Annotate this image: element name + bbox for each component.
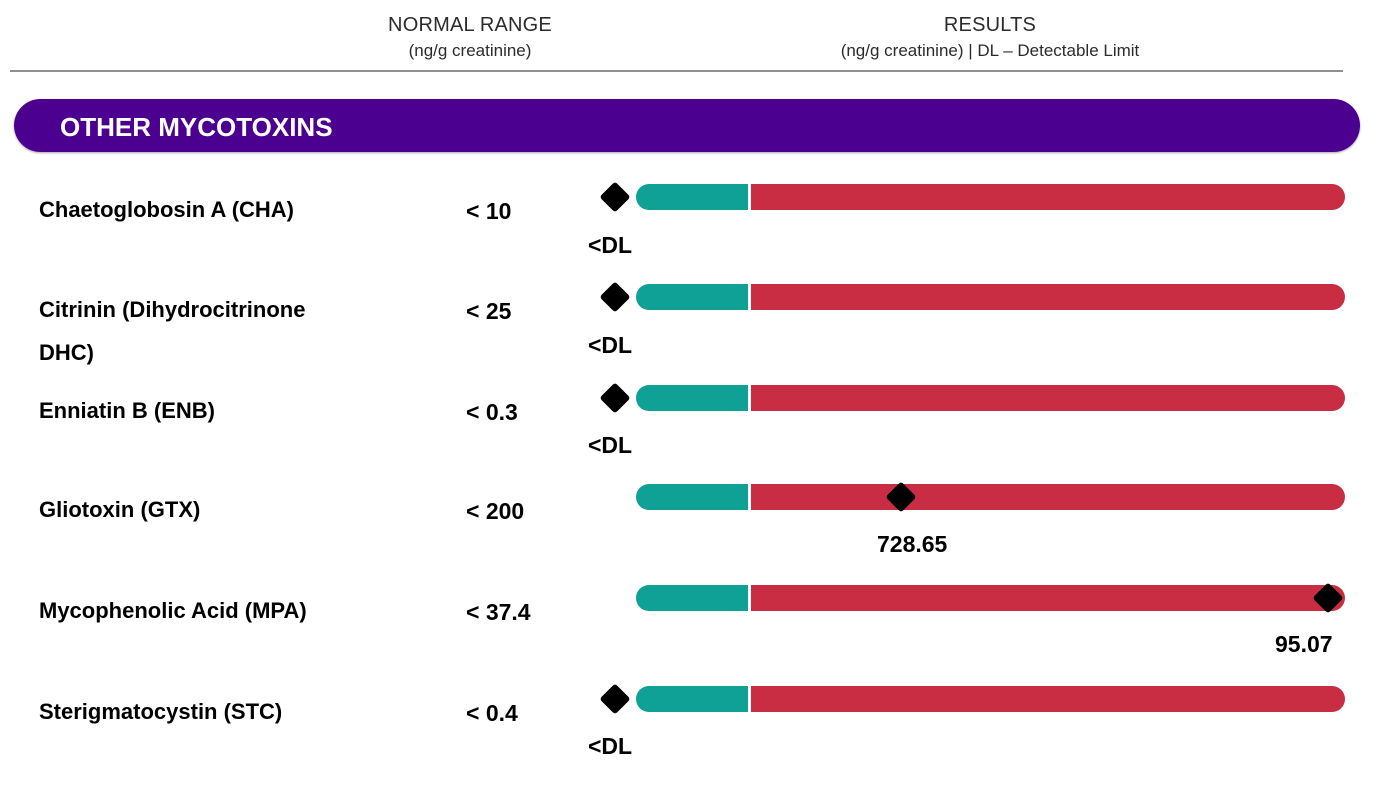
elevated-range-bar: [751, 284, 1345, 310]
result-value: 728.65: [877, 531, 948, 557]
result-value: <DL: [588, 432, 633, 458]
normal-range-title: NORMAL RANGE: [388, 14, 552, 36]
normal-range-value: < 0.4: [466, 700, 518, 726]
normal-range-value: < 200: [466, 498, 525, 524]
results-title: RESULTS: [943, 14, 1037, 36]
analyte-name: Mycophenolic Acid (MPA): [39, 598, 307, 623]
result-marker-diamond: [599, 683, 631, 715]
normal-range-bar: [636, 284, 748, 310]
analyte-name: Sterigmatocystin (STC): [39, 699, 283, 724]
table-row-mpa: Mycophenolic Acid (MPA) < 37.4 95.07: [0, 579, 1386, 679]
elevated-range-bar: [751, 184, 1345, 210]
result-value: <DL: [588, 733, 633, 759]
table-row-gtx: Gliotoxin (GTX) < 200 728.65: [0, 478, 1386, 578]
result-value: 95.07: [1275, 631, 1333, 657]
analyte-name: Enniatin B (ENB): [39, 398, 215, 423]
normal-range-bar: [636, 385, 748, 411]
normal-range-bar: [636, 484, 748, 510]
normal-range-value: < 10: [466, 198, 512, 224]
table-row-dhc: Citrinin (Dihydrocitrinone DHC) < 25 <DL: [0, 278, 1386, 378]
normal-range-header: NORMAL RANGE (ng/g creatinine): [320, 13, 620, 62]
results-unit: (ng/g creatinine) | DL – Detectable Limi…: [840, 41, 1140, 60]
normal-range-unit: (ng/g creatinine): [408, 41, 532, 60]
result-value: <DL: [588, 232, 633, 258]
normal-range-value: < 0.3: [466, 399, 518, 425]
header-divider: [10, 70, 1343, 72]
normal-range-bar: [636, 686, 748, 712]
section-banner: OTHER MYCOTOXINS: [14, 99, 1360, 152]
elevated-range-bar: [751, 385, 1345, 411]
section-title: OTHER MYCOTOXINS: [60, 112, 333, 142]
result-value: <DL: [588, 332, 633, 358]
analyte-name: Citrinin (Dihydrocitrinone DHC): [39, 297, 306, 365]
analyte-name: Chaetoglobosin A (CHA): [39, 197, 295, 222]
table-row-cha: Chaetoglobosin A (CHA) < 10 <DL: [0, 178, 1386, 278]
elevated-range-bar: [751, 585, 1345, 611]
analyte-name: Gliotoxin (GTX): [39, 497, 201, 522]
result-marker-diamond: [599, 281, 631, 313]
table-row-stc: Sterigmatocystin (STC) < 0.4 <DL: [0, 680, 1386, 780]
result-marker-diamond: [599, 181, 631, 213]
elevated-range-bar: [751, 686, 1345, 712]
normal-range-value: < 37.4: [466, 599, 531, 625]
result-marker-diamond: [599, 382, 631, 414]
table-row-enb: Enniatin B (ENB) < 0.3 <DL: [0, 379, 1386, 479]
elevated-range-bar: [751, 484, 1345, 510]
normal-range-value: < 25: [466, 298, 512, 324]
results-header: RESULTS (ng/g creatinine) | DL – Detecta…: [740, 13, 1240, 62]
normal-range-bar: [636, 184, 748, 210]
normal-range-bar: [636, 585, 748, 611]
